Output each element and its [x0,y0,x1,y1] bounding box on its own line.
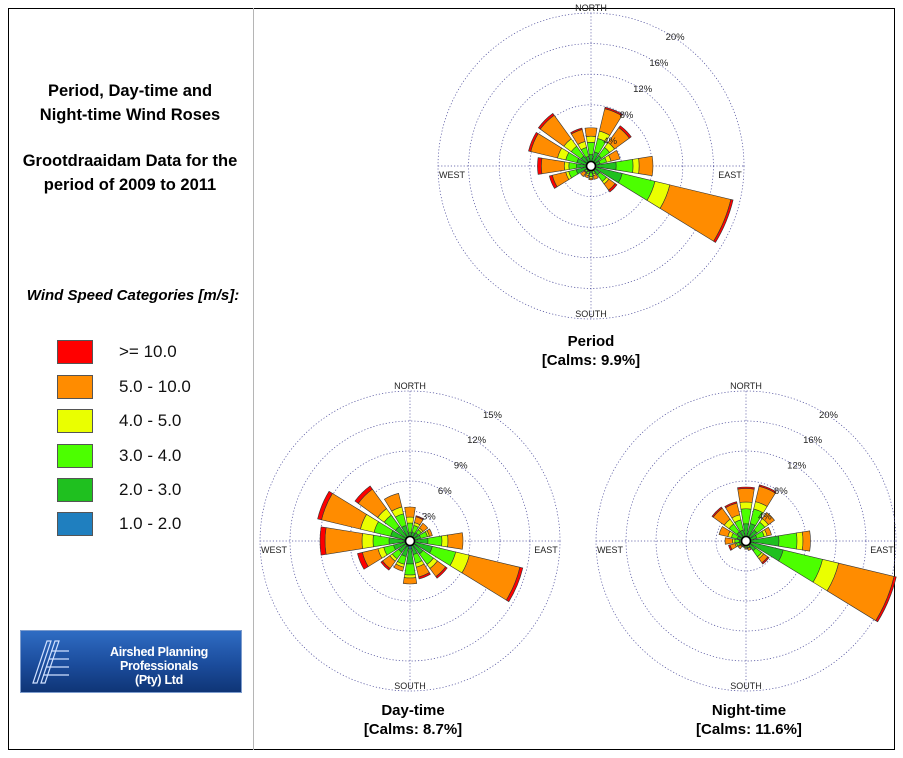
legend-item: 1.0 - 2.0 [57,512,247,538]
title-line-1: Period, Day-time and [47,82,213,100]
legend-label: 2.0 - 3.0 [119,480,182,499]
logo-line-1: Airshed Planning Professionals [110,645,208,673]
caption-night-title: Night-time [711,702,787,719]
legend-label: 5.0 - 10.0 [119,377,191,396]
legend-label: 1.0 - 2.0 [119,514,182,533]
legend-item: 4.0 - 5.0 [57,409,247,435]
caption-night-calms: [Calms: 11.6%] [696,721,802,738]
caption-day-title: Day-time [381,702,445,719]
legend-item: 5.0 - 10.0 [57,375,247,401]
legend-swatch [57,512,93,536]
logo-text: Airshed Planning Professionals (Pty) Ltd [77,645,241,687]
legend-swatch [57,478,93,502]
title-line-3: Grootdraaidam Data for the [22,152,238,170]
legend-swatch [57,340,93,364]
figure-frame [8,8,895,750]
title-line-4: period of 2009 to 2011 [43,176,217,194]
caption-day-calms: [Calms: 8.7%] [363,721,463,738]
legend-item: 3.0 - 4.0 [57,444,247,470]
legend-title: Wind Speed Categories [m/s]: [26,287,240,304]
legend-label: 3.0 - 4.0 [119,446,182,465]
legend-swatch [57,409,93,433]
panel-divider [253,8,254,750]
legend-swatch [57,444,93,468]
legend-item: >= 10.0 [57,340,247,366]
company-logo: Airshed Planning Professionals (Pty) Ltd [20,630,242,693]
caption-period-calms: [Calms: 9.9%] [541,352,641,369]
logo-line-2: (Pty) Ltd [135,673,183,687]
logo-mark-icon [32,640,69,684]
title-line-2: Night-time Wind Roses [39,106,221,124]
legend-label: >= 10.0 [119,342,177,361]
legend-label: 4.0 - 5.0 [119,411,182,430]
legend-swatch [57,375,93,399]
caption-period-title: Period [567,333,615,350]
legend-item: 2.0 - 3.0 [57,478,247,504]
